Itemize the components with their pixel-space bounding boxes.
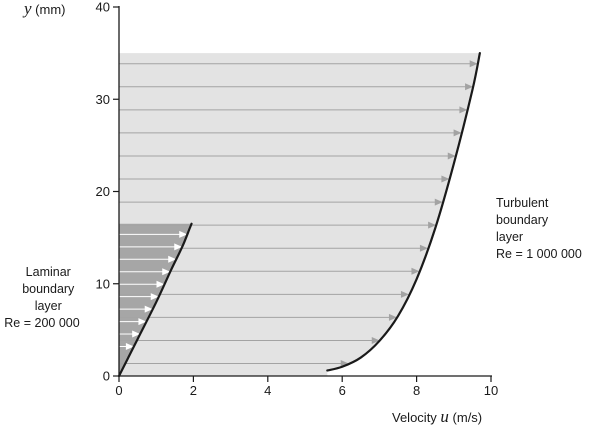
y-axis-unit: (mm)	[32, 2, 66, 17]
turbulent-velocity-arrowhead	[428, 221, 437, 229]
turbulent-profile-curve	[326, 52, 481, 372]
turbulent-velocity-arrowhead	[441, 175, 450, 183]
x-tick-label: 0	[115, 383, 122, 398]
x-tick-label: 10	[484, 383, 498, 398]
turbulent-velocity-arrowhead	[419, 244, 428, 252]
x-tick-label: 6	[339, 383, 346, 398]
turbulent-velocity-arrowhead	[459, 106, 468, 114]
laminar-velocity-arrowhead	[138, 318, 147, 326]
laminar-annotation-line: Re = 200 000	[4, 316, 79, 330]
turbulent-fill-region	[119, 53, 480, 376]
laminar-profile-curve	[117, 222, 193, 378]
velocity-arrow-layer	[119, 60, 478, 368]
y-tick-label: 30	[96, 92, 110, 107]
x-tick-label: 2	[190, 383, 197, 398]
laminar-velocity-arrowhead	[179, 230, 188, 238]
turbulent-velocity-arrowhead	[400, 290, 409, 298]
laminar-velocity-arrowhead	[125, 342, 134, 350]
x-axis-unit: (m/s)	[449, 410, 482, 425]
y-tick-label: 10	[96, 276, 110, 291]
y-tick-label: 20	[96, 184, 110, 199]
turbulent-velocity-arrowhead	[388, 313, 397, 321]
laminar-velocity-arrowhead	[174, 243, 183, 251]
laminar-velocity-arrowhead	[132, 330, 141, 338]
laminar-annotation: Laminar boundary layer Re = 200 000	[4, 265, 79, 330]
laminar-velocity-arrowhead	[162, 268, 171, 276]
turbulent-annotation-line: Re = 1 000 000	[496, 247, 582, 261]
laminar-velocity-arrowhead	[156, 280, 165, 288]
laminar-velocity-arrowhead	[168, 255, 177, 263]
tick-layer: 0 10 20 30 40 0 2 4 6 8 10	[96, 0, 499, 398]
profile-curve-layer	[117, 52, 481, 378]
y-tick-label: 0	[103, 369, 110, 384]
y-axis-label: y (mm)	[22, 0, 65, 18]
turbulent-annotation-line: boundary	[496, 213, 549, 227]
laminar-velocity-arrowhead	[144, 305, 153, 313]
turbulent-velocity-arrowhead	[465, 83, 474, 91]
y-axis-symbol: y	[22, 0, 32, 18]
turbulent-velocity-arrowhead	[411, 267, 420, 275]
turbulent-velocity-arrowhead	[469, 60, 478, 68]
x-tick-label: 4	[264, 383, 271, 398]
x-tick-label: 8	[413, 383, 420, 398]
laminar-annotation-line: layer	[35, 299, 62, 313]
turbulent-annotation: Turbulent boundary layer Re = 1 000 000	[496, 196, 582, 261]
laminar-velocity-arrowhead	[150, 293, 159, 301]
turbulent-velocity-arrowhead	[447, 152, 456, 160]
laminar-annotation-line: Laminar	[26, 265, 71, 279]
y-tick-label: 40	[96, 0, 110, 15]
turbulent-annotation-line: layer	[496, 230, 523, 244]
x-axis-label: Velocity u (m/s)	[392, 407, 482, 426]
turbulent-velocity-arrowhead	[340, 360, 349, 368]
turbulent-velocity-arrowhead	[371, 336, 380, 344]
x-axis-symbol: u	[440, 407, 449, 426]
laminar-annotation-line: boundary	[22, 282, 75, 296]
turbulent-velocity-arrowhead	[434, 198, 443, 206]
fill-layer	[119, 53, 480, 376]
turbulent-velocity-arrowhead	[453, 129, 462, 137]
x-axis-prefix: Velocity	[392, 410, 440, 425]
turbulent-annotation-line: Turbulent	[496, 196, 549, 210]
